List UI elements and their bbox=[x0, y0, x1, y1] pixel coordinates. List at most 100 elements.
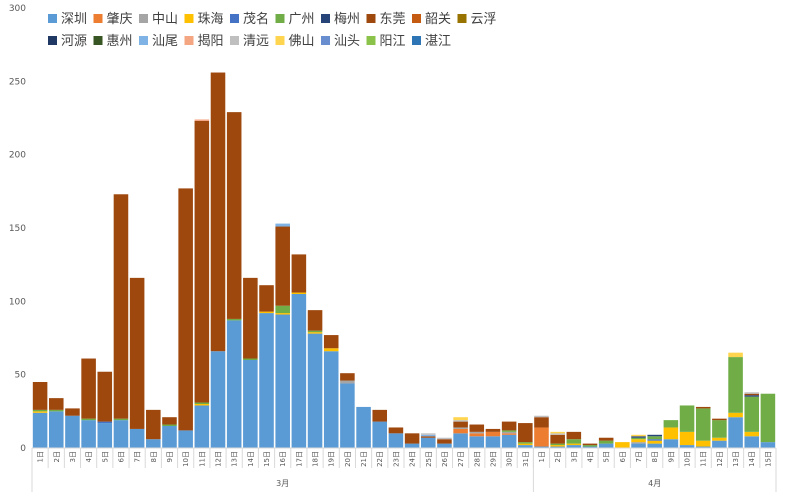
bar-segment bbox=[582, 443, 598, 446]
bar-segment bbox=[615, 442, 630, 448]
bar-segment bbox=[728, 357, 743, 413]
bar-segment bbox=[469, 436, 485, 448]
bar-segment bbox=[485, 431, 501, 437]
x-tick-label: 10日 bbox=[182, 451, 190, 467]
bar-segment bbox=[323, 351, 339, 448]
legend-swatch bbox=[412, 36, 421, 45]
bar-segment bbox=[275, 223, 290, 227]
x-tick-label: 4日 bbox=[587, 451, 595, 462]
bar-segment bbox=[340, 380, 355, 384]
bar-segment bbox=[48, 409, 64, 412]
bar-segment bbox=[65, 408, 80, 416]
bar-segment bbox=[226, 112, 242, 319]
legend-swatch bbox=[93, 36, 103, 45]
y-tick-label: 250 bbox=[9, 77, 26, 87]
bar-segment bbox=[65, 415, 80, 448]
bar-segment bbox=[469, 431, 485, 434]
bar-segment bbox=[437, 443, 452, 448]
bar-segment bbox=[663, 439, 679, 448]
bar-segment bbox=[534, 415, 549, 418]
x-tick-label: 10日 bbox=[684, 451, 692, 467]
legend-label: 阳江 bbox=[380, 34, 406, 49]
bar-segment bbox=[744, 395, 760, 397]
bar-segment bbox=[469, 433, 485, 437]
bar-segment bbox=[194, 404, 210, 406]
legend-label: 河源 bbox=[61, 34, 87, 49]
bar-segment bbox=[631, 437, 646, 440]
legend-swatch bbox=[366, 36, 376, 45]
bar-segment bbox=[744, 396, 760, 432]
bar-segment bbox=[631, 442, 646, 444]
x-tick-label: 9日 bbox=[667, 451, 675, 462]
bar-segment bbox=[437, 439, 452, 444]
bar-segment bbox=[647, 443, 662, 448]
y-tick-label: 150 bbox=[9, 224, 26, 234]
bar-segment bbox=[323, 348, 339, 352]
bar-segment bbox=[679, 405, 695, 432]
bar-segment bbox=[356, 406, 371, 448]
bar-segment bbox=[453, 420, 468, 422]
x-axis: 1日 2日 3日 4日 5日 6日 7日 8日 9日 10日 11日 12日 13日 14日 15日 16日 1… bbox=[31, 447, 777, 492]
bar-segment bbox=[275, 226, 290, 306]
bar-segment bbox=[518, 445, 533, 448]
bar-segment bbox=[760, 442, 776, 448]
bar-segment bbox=[566, 445, 582, 448]
legend-label: 云浮 bbox=[471, 12, 497, 27]
bar-segment bbox=[404, 443, 420, 448]
bar-segment bbox=[307, 333, 323, 448]
bar-segment bbox=[453, 417, 468, 421]
x-tick-label: 20日 bbox=[344, 451, 352, 467]
bar-segment bbox=[291, 254, 307, 293]
bar-segment bbox=[307, 332, 323, 334]
bar-segment bbox=[420, 437, 436, 448]
bar-segment bbox=[679, 431, 695, 446]
x-tick-label: 24日 bbox=[409, 451, 417, 467]
bar-segment bbox=[340, 373, 355, 381]
bar-segment bbox=[453, 421, 468, 428]
bar-segment bbox=[113, 194, 129, 419]
legend-swatch bbox=[139, 14, 148, 23]
x-tick-label: 7日 bbox=[635, 451, 643, 462]
x-tick-label: 5日 bbox=[101, 451, 109, 462]
legend-swatch bbox=[457, 14, 467, 23]
bar-segment bbox=[501, 430, 517, 432]
x-tick-label: 1日 bbox=[538, 451, 546, 462]
bar-segment bbox=[550, 434, 565, 444]
x-tick-label: 6日 bbox=[619, 451, 627, 462]
x-tick-label: 22日 bbox=[376, 451, 384, 467]
bar-segment bbox=[631, 434, 646, 437]
bar-segment bbox=[307, 310, 323, 331]
bar-segment bbox=[226, 318, 242, 321]
bar-segment bbox=[178, 188, 193, 431]
x-tick-label: 23日 bbox=[392, 451, 400, 467]
bar-segment bbox=[97, 423, 113, 448]
legend-swatch bbox=[184, 36, 194, 45]
bar-segment bbox=[420, 436, 436, 438]
bar-segment bbox=[534, 417, 549, 428]
bar-segment bbox=[550, 443, 565, 446]
x-tick-label: 5日 bbox=[603, 451, 611, 462]
bar-segment bbox=[550, 445, 565, 447]
bar-segment bbox=[275, 314, 290, 448]
legend-label: 湛江 bbox=[425, 34, 451, 49]
bar-segment bbox=[501, 431, 517, 434]
x-tick-label: 28日 bbox=[473, 451, 481, 467]
x-tick-label: 9日 bbox=[166, 451, 174, 462]
bar-segment bbox=[712, 420, 727, 438]
bar-segment bbox=[695, 408, 711, 441]
legend-label: 佛山 bbox=[289, 34, 315, 49]
x-tick-label: 15日 bbox=[764, 451, 772, 467]
legend-label: 东莞 bbox=[380, 12, 406, 27]
bar-segment bbox=[712, 418, 727, 421]
bar-segment bbox=[32, 382, 48, 410]
bar-segment bbox=[518, 443, 533, 446]
bar-segment bbox=[695, 446, 711, 448]
legend-label: 韶关 bbox=[425, 11, 451, 27]
legend-label: 汕头 bbox=[334, 34, 360, 49]
bar-segment bbox=[453, 428, 468, 434]
bar-segment bbox=[679, 445, 695, 448]
x-tick-label: 13日 bbox=[732, 451, 740, 467]
bar-segment bbox=[48, 398, 64, 410]
y-tick-label: 0 bbox=[20, 444, 26, 454]
